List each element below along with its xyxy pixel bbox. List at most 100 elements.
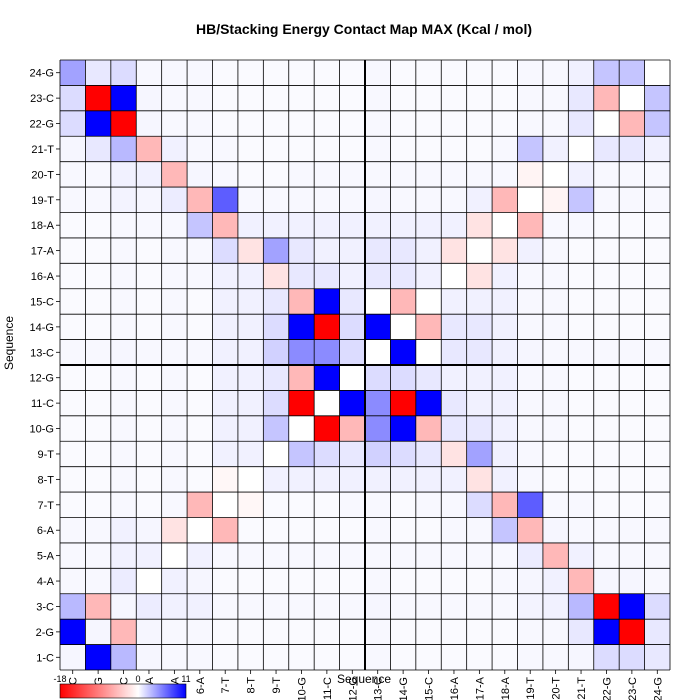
heatmap-cell xyxy=(237,212,264,238)
heatmap-cell xyxy=(85,415,111,442)
y-tick-label: 7-T xyxy=(38,500,55,512)
heatmap-cell xyxy=(161,390,188,416)
y-tick-label: 2-G xyxy=(36,627,54,639)
heatmap-cell xyxy=(237,568,264,594)
heatmap-cell xyxy=(187,466,213,493)
heatmap-cell xyxy=(542,237,569,264)
heatmap-cell xyxy=(161,85,188,111)
heatmap-cell xyxy=(136,314,162,340)
heatmap-cell xyxy=(110,644,137,670)
heatmap-cell xyxy=(85,365,111,391)
colorbar-zero-label: 0 xyxy=(135,674,140,684)
heatmap-cell xyxy=(288,415,315,442)
heatmap-cell xyxy=(517,314,543,340)
heatmap-cell xyxy=(441,339,467,365)
heatmap-cell xyxy=(365,60,391,86)
heatmap-cell xyxy=(390,619,416,645)
heatmap-cell xyxy=(644,492,670,518)
heatmap-cell xyxy=(542,415,569,442)
heatmap-cell xyxy=(542,161,569,188)
heatmap-cell xyxy=(441,466,467,493)
heatmap-cell xyxy=(339,339,365,365)
heatmap-cell xyxy=(60,365,86,391)
heatmap-cell xyxy=(542,136,569,162)
heatmap-cell xyxy=(593,415,620,442)
heatmap-cell xyxy=(60,542,86,569)
heatmap-cell xyxy=(365,187,391,213)
heatmap-cell xyxy=(339,542,365,569)
y-tick-labels: 1-C 2-G 3-C 4-A 5-A 6-A 7-T 8-T 9-T 10-G 11-C 12-G 1… xyxy=(30,68,60,664)
heatmap-cell xyxy=(390,263,416,289)
heatmap-cell xyxy=(339,517,365,543)
heatmap-cell xyxy=(314,644,340,670)
x-tick-label: 7-T xyxy=(220,677,232,694)
heatmap-cell xyxy=(288,365,315,391)
heatmap-cell xyxy=(237,593,264,620)
heatmap-cell xyxy=(85,212,111,238)
heatmap-cell xyxy=(212,136,238,162)
heatmap-cell xyxy=(466,263,493,289)
heatmap-cell xyxy=(619,314,645,340)
heatmap-cell xyxy=(237,441,264,467)
heatmap-cell xyxy=(415,390,442,416)
heatmap-cell xyxy=(187,365,213,391)
heatmap-cell xyxy=(415,288,442,315)
heatmap-cell xyxy=(187,542,213,569)
heatmap-cell xyxy=(263,492,289,518)
heatmap-cell xyxy=(110,339,137,365)
heatmap-cell xyxy=(85,593,111,620)
heatmap-cell xyxy=(492,85,518,111)
heatmap-cell xyxy=(568,263,594,289)
heatmap-cell xyxy=(492,568,518,594)
heatmap-cell xyxy=(136,237,162,264)
heatmap-cell xyxy=(136,85,162,111)
y-tick-label: 10-G xyxy=(30,424,54,436)
heatmap-cell xyxy=(161,60,188,86)
heatmap-cell xyxy=(161,161,188,188)
heatmap-cell xyxy=(517,110,543,137)
heatmap-cell xyxy=(263,466,289,493)
heatmap-cell xyxy=(365,237,391,264)
heatmap-cell xyxy=(187,441,213,467)
heatmap-cell xyxy=(415,212,442,238)
heatmap-cell xyxy=(288,593,315,620)
heatmap-cell xyxy=(288,644,315,670)
heatmap-cell xyxy=(492,110,518,137)
heatmap-cell xyxy=(136,161,162,188)
heatmap-cell xyxy=(619,110,645,137)
heatmap-cell xyxy=(136,136,162,162)
heatmap-cell xyxy=(492,415,518,442)
heatmap-cell xyxy=(237,314,264,340)
heatmap-cell xyxy=(644,263,670,289)
heatmap-cell xyxy=(619,212,645,238)
y-tick-label: 17-A xyxy=(31,246,55,258)
heatmap-cell xyxy=(85,644,111,670)
heatmap-cell xyxy=(365,466,391,493)
heatmap-cell xyxy=(314,110,340,137)
heatmap-cell xyxy=(390,288,416,315)
heatmap-cell xyxy=(644,365,670,391)
heatmap-cell xyxy=(542,441,569,467)
heatmap-cell xyxy=(60,568,86,594)
y-tick-label: 24-G xyxy=(30,68,54,80)
heatmap-cell xyxy=(263,415,289,442)
heatmap-cell xyxy=(187,415,213,442)
heatmap-cell xyxy=(466,644,493,670)
heatmap-cell xyxy=(492,161,518,188)
heatmap-cell xyxy=(161,593,188,620)
heatmap-cell xyxy=(593,136,620,162)
heatmap-cell xyxy=(237,644,264,670)
heatmap-cell xyxy=(441,644,467,670)
heatmap-cell xyxy=(644,593,670,620)
heatmap-cell xyxy=(314,415,340,442)
heatmap-cell xyxy=(542,390,569,416)
heatmap-cell xyxy=(390,212,416,238)
heatmap-cell xyxy=(288,390,315,416)
x-tick-label: 13-C xyxy=(373,677,385,700)
y-tick-label: 21-T xyxy=(31,144,54,156)
heatmap-cell xyxy=(619,517,645,543)
heatmap-cell xyxy=(161,339,188,365)
heatmap-cell xyxy=(593,85,620,111)
heatmap-cell xyxy=(339,365,365,391)
heatmap-cell xyxy=(161,288,188,315)
